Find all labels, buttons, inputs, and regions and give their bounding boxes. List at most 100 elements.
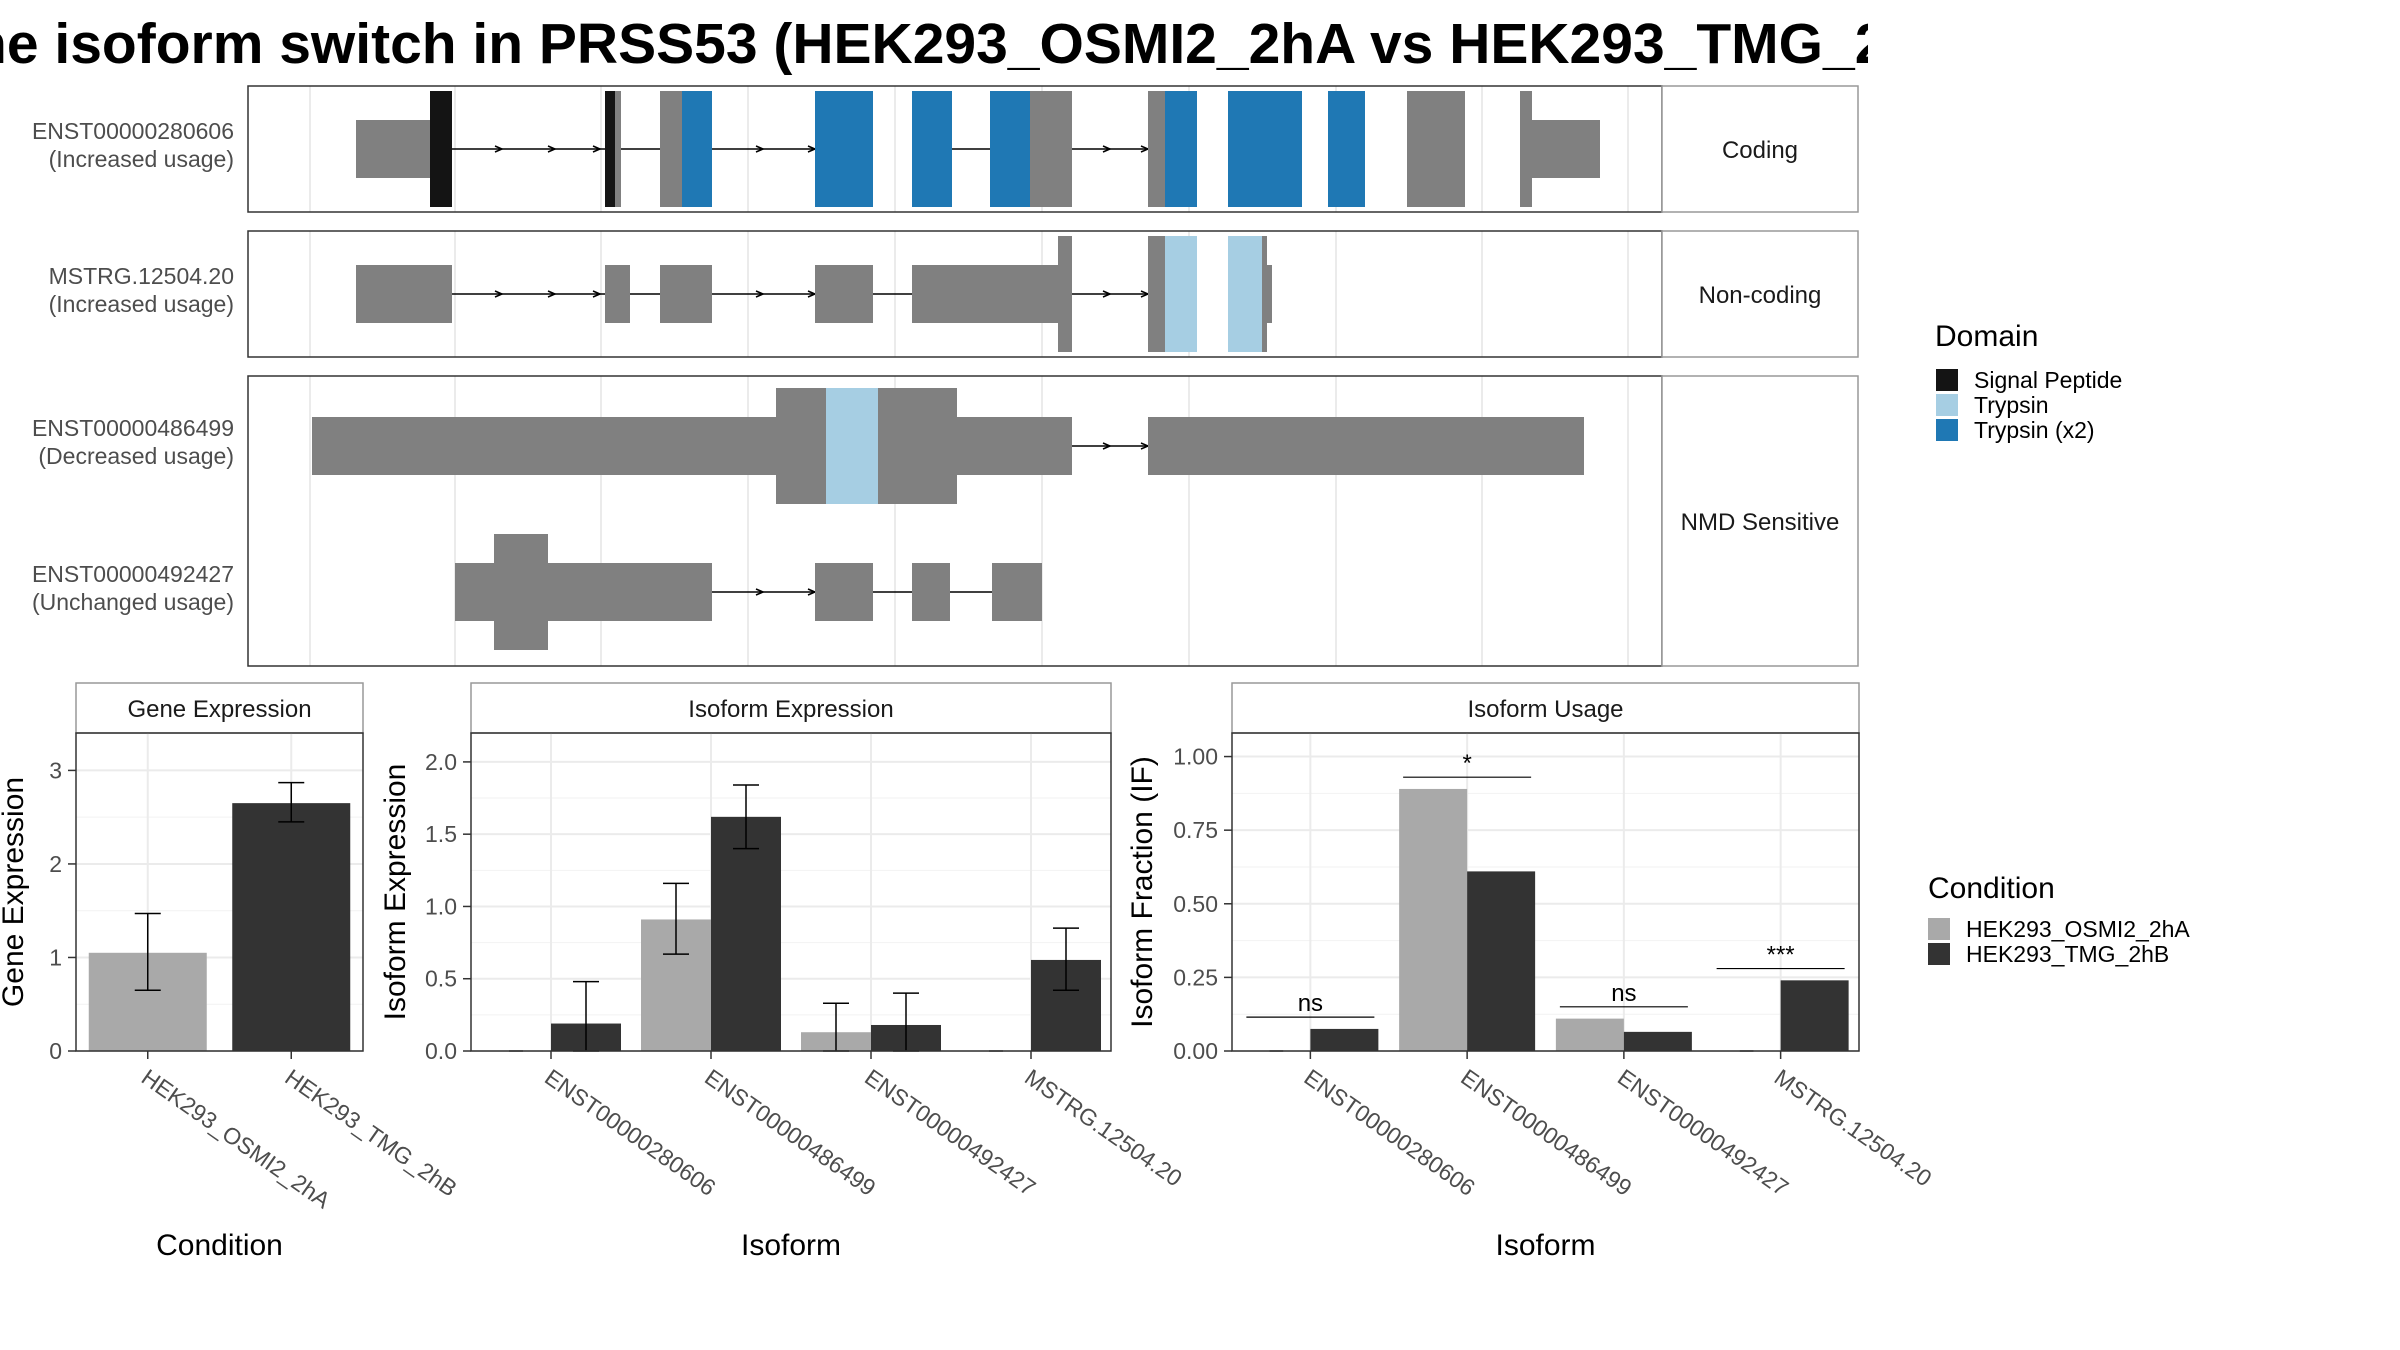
y-tick-label: 0.25: [1173, 964, 1218, 990]
transcript-usage-label: (Unchanged usage): [32, 589, 234, 615]
direction-arrow: [1102, 290, 1112, 298]
figure-title: ne isoform switch in PRSS53 (HEK293_OSMI…: [0, 12, 1868, 76]
exon-block: [660, 265, 712, 323]
y-tick-label: 1.00: [1173, 744, 1218, 770]
exon-block: [430, 91, 452, 207]
domain-legend-label: Trypsin (x2): [1974, 417, 2095, 443]
isoform-expression-chart: Isoform Expression 0.0 0.5 1.0 1.5 2.0 ENST000…: [379, 682, 1187, 1262]
exon-block: [1148, 236, 1165, 352]
transcript-structure-plot: Coding Non-coding NMD Sensitive ENST0000028…: [32, 85, 1859, 667]
bar: [1310, 1028, 1379, 1051]
facet-strip-label: Coding: [1722, 137, 1798, 164]
exon-block: [1228, 91, 1302, 207]
bar: [711, 816, 781, 1051]
x-tick-label: ENST00000280606: [540, 1064, 720, 1201]
x-tick-label: MSTRG.12504.20: [1020, 1064, 1187, 1192]
exon-block: [1058, 236, 1072, 352]
y-tick-label: 2.0: [425, 749, 457, 775]
y-tick-label: 0.5: [425, 966, 457, 992]
y-tick-label: 1.0: [425, 893, 457, 919]
exon-block: [494, 534, 548, 650]
x-tick-label: ENST00000280606: [1300, 1064, 1480, 1201]
direction-arrow: [1102, 442, 1112, 450]
y-tick-label: 0.50: [1173, 891, 1218, 917]
y-axis-title: Isoform Fraction (IF): [1126, 756, 1159, 1028]
exon-block: [1532, 120, 1600, 178]
exon-block: [912, 265, 1058, 323]
exon-block: [1520, 91, 1532, 207]
y-tick-label: 1: [49, 944, 62, 970]
exon-block: [605, 265, 630, 323]
title-clip: ne isoform switch in PRSS53 (HEK293_OSMI…: [0, 0, 1868, 90]
exon-block: [356, 120, 430, 178]
significance-label: ***: [1767, 942, 1795, 969]
exon-block: [815, 91, 873, 207]
exon-block: [1165, 91, 1197, 207]
exon-block: [912, 91, 952, 207]
chart-title: Isoform Usage: [1467, 696, 1623, 723]
direction-arrow: [755, 145, 765, 153]
significance-label: ns: [1298, 990, 1323, 1017]
bar: [232, 803, 351, 1051]
y-tick-label: 2: [49, 851, 62, 877]
facet-strip: [1661, 375, 1859, 667]
plot-border: [75, 732, 364, 1052]
facet-strip-label: Non-coding: [1699, 282, 1822, 309]
bar: [1623, 1031, 1692, 1051]
exon-block: [912, 563, 950, 621]
x-tick-label: ENST00000492427: [860, 1064, 1040, 1201]
plot-border: [470, 732, 1112, 1052]
chart-strip: [470, 682, 1112, 734]
exon-block: [605, 91, 615, 207]
facet-strip: [1661, 230, 1859, 358]
x-tick-label: ENST00000486499: [700, 1064, 880, 1201]
domain-legend-title: Domain: [1935, 320, 2038, 353]
exon-block: [455, 563, 494, 621]
y-tick-label: 0.0: [425, 1038, 457, 1064]
exon-block: [1228, 236, 1262, 352]
exon-block: [356, 265, 452, 323]
y-tick-label: 0.75: [1173, 817, 1218, 843]
y-tick-label: 0: [49, 1038, 62, 1064]
exon-block: [1148, 417, 1584, 475]
chart-strip: [1231, 682, 1860, 734]
exon-block: [1030, 91, 1072, 207]
x-tick-label: ENST00000492427: [1613, 1064, 1793, 1201]
exon-block: [548, 563, 712, 621]
chart-title: Isoform Expression: [688, 696, 893, 723]
exon-block: [312, 417, 776, 475]
x-axis-title: Isoform: [1495, 1229, 1595, 1262]
y-axis-title: Isoform Expression: [379, 764, 412, 1021]
y-tick-label: 3: [49, 757, 62, 783]
condition-legend-swatch: [1928, 918, 1950, 940]
direction-arrow: [547, 290, 557, 298]
domain-legend-label: Signal Peptide: [1974, 367, 2122, 393]
y-tick-label: 0.00: [1173, 1038, 1218, 1064]
y-tick-label: 1.5: [425, 821, 457, 847]
facet-strip: [1661, 85, 1859, 213]
direction-arrow: [494, 145, 504, 153]
exon-block: [1407, 91, 1443, 207]
exon-block: [776, 388, 826, 504]
exon-block: [878, 388, 957, 504]
x-tick-label: ENST00000486499: [1456, 1064, 1636, 1201]
transcript-id-label: MSTRG.12504.20: [49, 263, 234, 289]
exon-block: [815, 563, 873, 621]
exon-block: [1165, 236, 1197, 352]
bar: [1399, 788, 1468, 1051]
domain-legend-swatch: [1936, 394, 1958, 416]
exon-block: [992, 563, 1042, 621]
transcript-usage-label: (Decreased usage): [38, 443, 234, 469]
direction-arrow: [592, 290, 602, 298]
direction-arrow: [547, 145, 557, 153]
x-axis-title: Isoform: [741, 1229, 841, 1262]
domain-legend-label: Trypsin: [1974, 392, 2049, 418]
x-tick-label: MSTRG.12504.20: [1770, 1064, 1937, 1192]
bar: [1780, 980, 1849, 1051]
direction-arrow: [755, 588, 765, 596]
exon-block: [1443, 91, 1465, 207]
isoform-usage-chart: Isoform Usage 0.00 0.25 0.50 0.75 1.00 ns * ns **…: [1126, 682, 1937, 1262]
exon-block: [1262, 236, 1267, 352]
bar: [1467, 871, 1536, 1051]
